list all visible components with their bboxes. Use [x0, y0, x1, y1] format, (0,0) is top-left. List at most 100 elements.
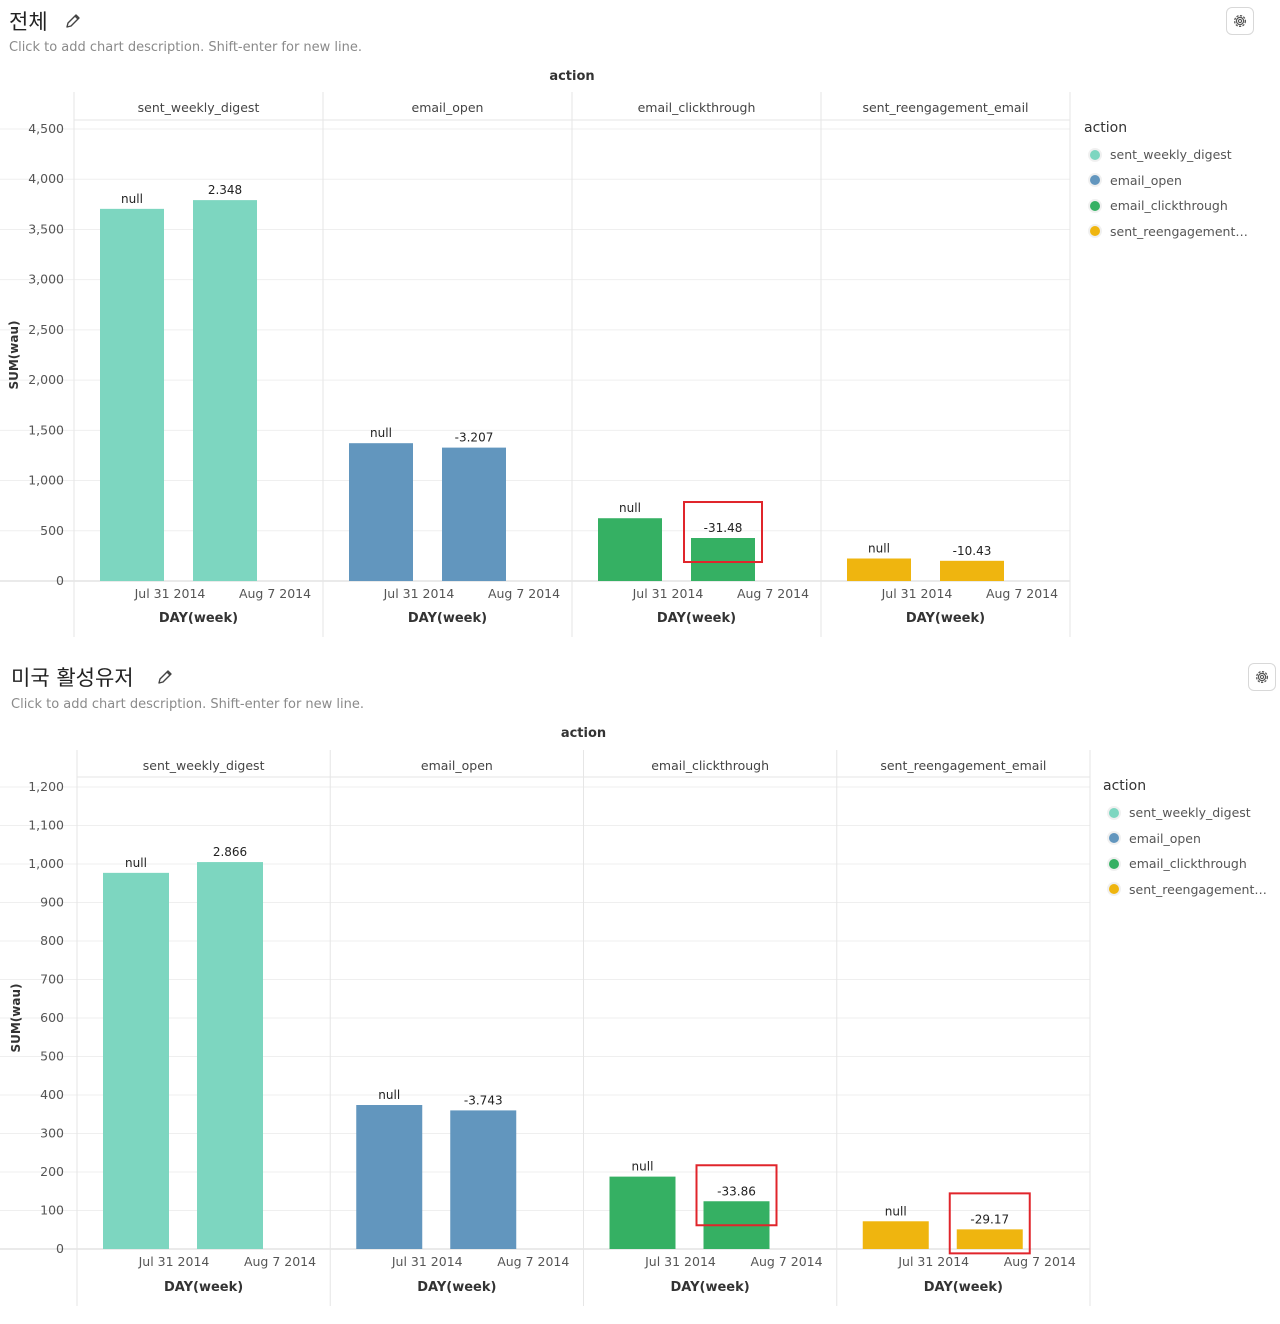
bar [349, 443, 413, 581]
legend-item[interactable]: email_clickthrough [1103, 851, 1269, 877]
facet-header-label: sent_weekly_digest [143, 758, 265, 773]
y-axis-label: SUM(wau) [7, 320, 21, 389]
y-tick-label: 4,500 [28, 121, 64, 136]
x-tick-label: Aug 7 2014 [1004, 1254, 1076, 1269]
legend-swatch [1090, 200, 1100, 211]
data-label: -33.86 [717, 1184, 756, 1198]
y-tick-label: 500 [40, 523, 64, 538]
data-label: -31.48 [704, 521, 743, 535]
chart-title[interactable]: 전체 [9, 10, 48, 34]
data-label: null [885, 1204, 907, 1218]
x-tick-label: Aug 7 2014 [750, 1254, 822, 1269]
y-tick-label: 3,000 [28, 272, 64, 287]
legend-item[interactable]: email_clickthrough [1084, 193, 1250, 219]
bar [598, 518, 662, 581]
edit-title-pencil-icon[interactable] [64, 12, 82, 30]
y-tick-label: 100 [40, 1203, 64, 1218]
x-tick-label: Jul 31 2014 [134, 586, 206, 601]
legend-label: sent_reengagement_e... [1129, 881, 1269, 897]
legend: action sent_weekly_digest email_open ema… [1103, 778, 1269, 902]
bar [862, 1221, 929, 1249]
data-label: null [868, 542, 890, 556]
legend: action sent_weekly_digest email_open ema… [1084, 120, 1250, 244]
bar [197, 862, 263, 1249]
legend-label: email_open [1129, 830, 1201, 846]
chart-description[interactable]: Click to add chart description. Shift-en… [9, 40, 363, 55]
data-label: 2.348 [208, 183, 242, 197]
x-axis-label: DAY(week) [408, 611, 487, 626]
data-label: null [125, 856, 147, 870]
y-tick-label: 1,000 [28, 856, 64, 871]
bar [940, 560, 1004, 581]
bar [103, 872, 169, 1249]
chart-title[interactable]: 미국 활성유저 [11, 666, 134, 690]
settings-gear-button[interactable] [1248, 663, 1276, 691]
x-axis-label: DAY(week) [671, 1280, 750, 1295]
x-tick-label: Aug 7 2014 [239, 586, 311, 601]
y-tick-label: 4,000 [28, 171, 64, 186]
x-tick-label: Jul 31 2014 [881, 586, 953, 601]
x-tick-label: Aug 7 2014 [737, 586, 809, 601]
faceted-bar-chart: action 0 100 200 300 400 500 600 700 800 900 1,000 1… [0, 726, 1091, 1306]
x-tick-label: Aug 7 2014 [488, 586, 560, 601]
bar [691, 538, 755, 581]
legend-swatch [1109, 858, 1119, 869]
x-axis-label: DAY(week) [924, 1280, 1003, 1295]
legend-swatch [1109, 833, 1119, 844]
data-label: -3.743 [464, 1093, 503, 1107]
legend-swatch [1109, 807, 1119, 818]
facet-header-label: email_clickthrough [651, 758, 769, 773]
data-label: null [121, 192, 143, 206]
facet-header-label: email_clickthrough [638, 100, 756, 115]
y-tick-label: 900 [40, 895, 64, 910]
x-tick-label: Jul 31 2014 [632, 586, 704, 601]
y-tick-label: 0 [56, 1241, 64, 1256]
bar [442, 447, 506, 581]
edit-title-pencil-icon[interactable] [156, 668, 174, 686]
bar [193, 200, 257, 581]
chart-panel-overall: 전체 Click to add chart description. Shift… [0, 0, 1280, 650]
legend-title: action [1103, 778, 1147, 794]
y-tick-label: 800 [40, 933, 64, 948]
x-tick-label: Aug 7 2014 [986, 586, 1058, 601]
y-tick-label: 400 [40, 1087, 64, 1102]
data-label: -3.207 [455, 431, 494, 445]
y-tick-label: 1,000 [28, 473, 64, 488]
legend-swatch [1090, 175, 1100, 186]
y-tick-label: 1,200 [28, 779, 64, 794]
legend-label: sent_weekly_digest [1129, 805, 1251, 821]
facet-header-label: email_open [412, 100, 484, 115]
x-tick-label: Jul 31 2014 [138, 1254, 210, 1269]
x-tick-label: Jul 31 2014 [644, 1254, 716, 1269]
legend-swatch [1090, 149, 1100, 160]
highlight-box [683, 501, 763, 564]
chart-description[interactable]: Click to add chart description. Shift-en… [11, 697, 365, 712]
legend-item[interactable]: sent_reengagement_e... [1103, 877, 1269, 903]
legend-swatch [1090, 226, 1100, 237]
legend-title: action [1084, 120, 1128, 136]
x-axis-label: DAY(week) [417, 1280, 496, 1295]
legend-label: sent_reengagement_e... [1110, 223, 1250, 239]
facet-title: action [561, 726, 606, 741]
legend-label: sent_weekly_digest [1110, 147, 1232, 163]
y-tick-label: 600 [40, 1010, 64, 1025]
legend-item[interactable]: sent_weekly_digest [1084, 142, 1250, 168]
x-axis-label: DAY(week) [164, 1280, 243, 1295]
legend-item[interactable]: email_open [1103, 826, 1269, 852]
bar [450, 1110, 517, 1249]
data-label: null [378, 1088, 400, 1102]
y-tick-label: 200 [40, 1164, 64, 1179]
settings-gear-button[interactable] [1226, 7, 1254, 35]
y-tick-label: 0 [56, 573, 64, 588]
y-tick-label: 2,000 [28, 372, 64, 387]
legend-label: email_open [1110, 172, 1182, 188]
legend-item[interactable]: sent_weekly_digest [1103, 800, 1269, 826]
y-tick-label: 1,500 [28, 422, 64, 437]
legend-item[interactable]: email_open [1084, 168, 1250, 194]
x-tick-label: Aug 7 2014 [497, 1254, 569, 1269]
chart-panel-us-active-users: 미국 활성유저 Click to add chart description. … [0, 650, 1280, 1324]
data-label: 2.866 [213, 845, 247, 859]
bar [847, 558, 911, 581]
legend-item[interactable]: sent_reengagement_e... [1084, 219, 1250, 245]
legend-label: email_clickthrough [1110, 198, 1228, 214]
